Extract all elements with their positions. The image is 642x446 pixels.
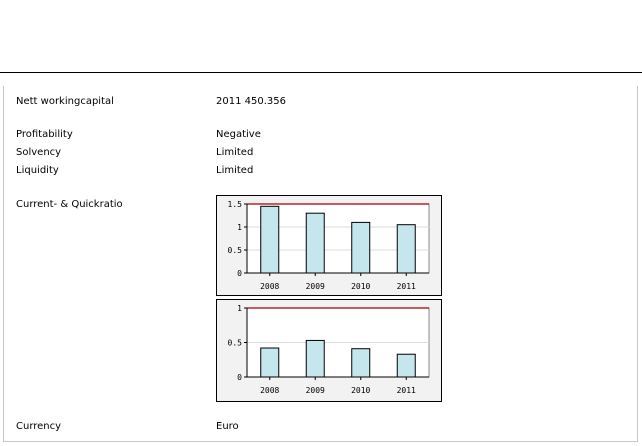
currency-label: Currency — [16, 421, 62, 432]
nett-working-capital-value: 2011 450.356 — [216, 96, 286, 107]
quick-x-tick-label: 2011 — [397, 386, 416, 395]
liquidity-value: Limited — [216, 165, 254, 176]
top-divider — [0, 72, 642, 73]
current-bar-2011 — [396, 224, 416, 274]
frame-left-border — [3, 86, 4, 442]
current-ratio-chart-svg: 0 0.5 1 1.5 2008 2009 2010 2011 — [228, 200, 430, 291]
current-bar-2008 — [260, 205, 280, 274]
quick-y-tick-label: 0 — [237, 373, 242, 382]
quick-ratio-chart-svg: 0 0.5 1 2008 2009 2010 2011 — [228, 304, 430, 395]
current-ratio-chart: 0 0.5 1 1.5 2008 2009 2010 2011 — [216, 195, 442, 296]
current-bar-2009 — [305, 212, 325, 274]
current-y-tick-label: 0 — [237, 269, 242, 278]
current-x-tick-label: 2010 — [351, 282, 370, 291]
profitability-label: Profitability — [16, 129, 73, 140]
current-x-tick-label: 2008 — [260, 282, 279, 291]
quick-bar-2011 — [396, 353, 416, 378]
frame-right-border — [637, 86, 638, 442]
current-x-tick-label: 2009 — [306, 282, 325, 291]
solvency-label: Solvency — [16, 147, 62, 158]
profitability-value: Negative — [216, 129, 261, 140]
quick-bar-2010 — [351, 348, 371, 378]
currency-value: Euro — [216, 421, 239, 432]
quick-bar-2008 — [260, 347, 280, 378]
current-y-tick-label: 1 — [237, 223, 242, 232]
quick-x-tick-label: 2008 — [260, 386, 279, 395]
current-y-tick-label: 1.5 — [228, 200, 243, 209]
quick-bar-2009 — [305, 339, 325, 378]
nett-working-capital-label: Nett workingcapital — [16, 96, 114, 107]
solvency-value: Limited — [216, 147, 254, 158]
frame-bottom-border — [3, 441, 638, 442]
quick-y-tick-label: 1 — [237, 304, 242, 313]
quick-x-tick-label: 2009 — [306, 386, 325, 395]
liquidity-label: Liquidity — [16, 165, 59, 176]
quick-y-tick-label: 0.5 — [228, 339, 243, 348]
quick-ratio-chart: 0 0.5 1 2008 2009 2010 2011 — [216, 299, 442, 402]
quick-x-tick-label: 2010 — [351, 386, 370, 395]
current-bar-2010 — [351, 221, 371, 274]
current-quick-ratio-label: Current- & Quickratio — [16, 199, 123, 210]
current-x-tick-label: 2011 — [397, 282, 416, 291]
current-y-tick-label: 0.5 — [228, 246, 243, 255]
